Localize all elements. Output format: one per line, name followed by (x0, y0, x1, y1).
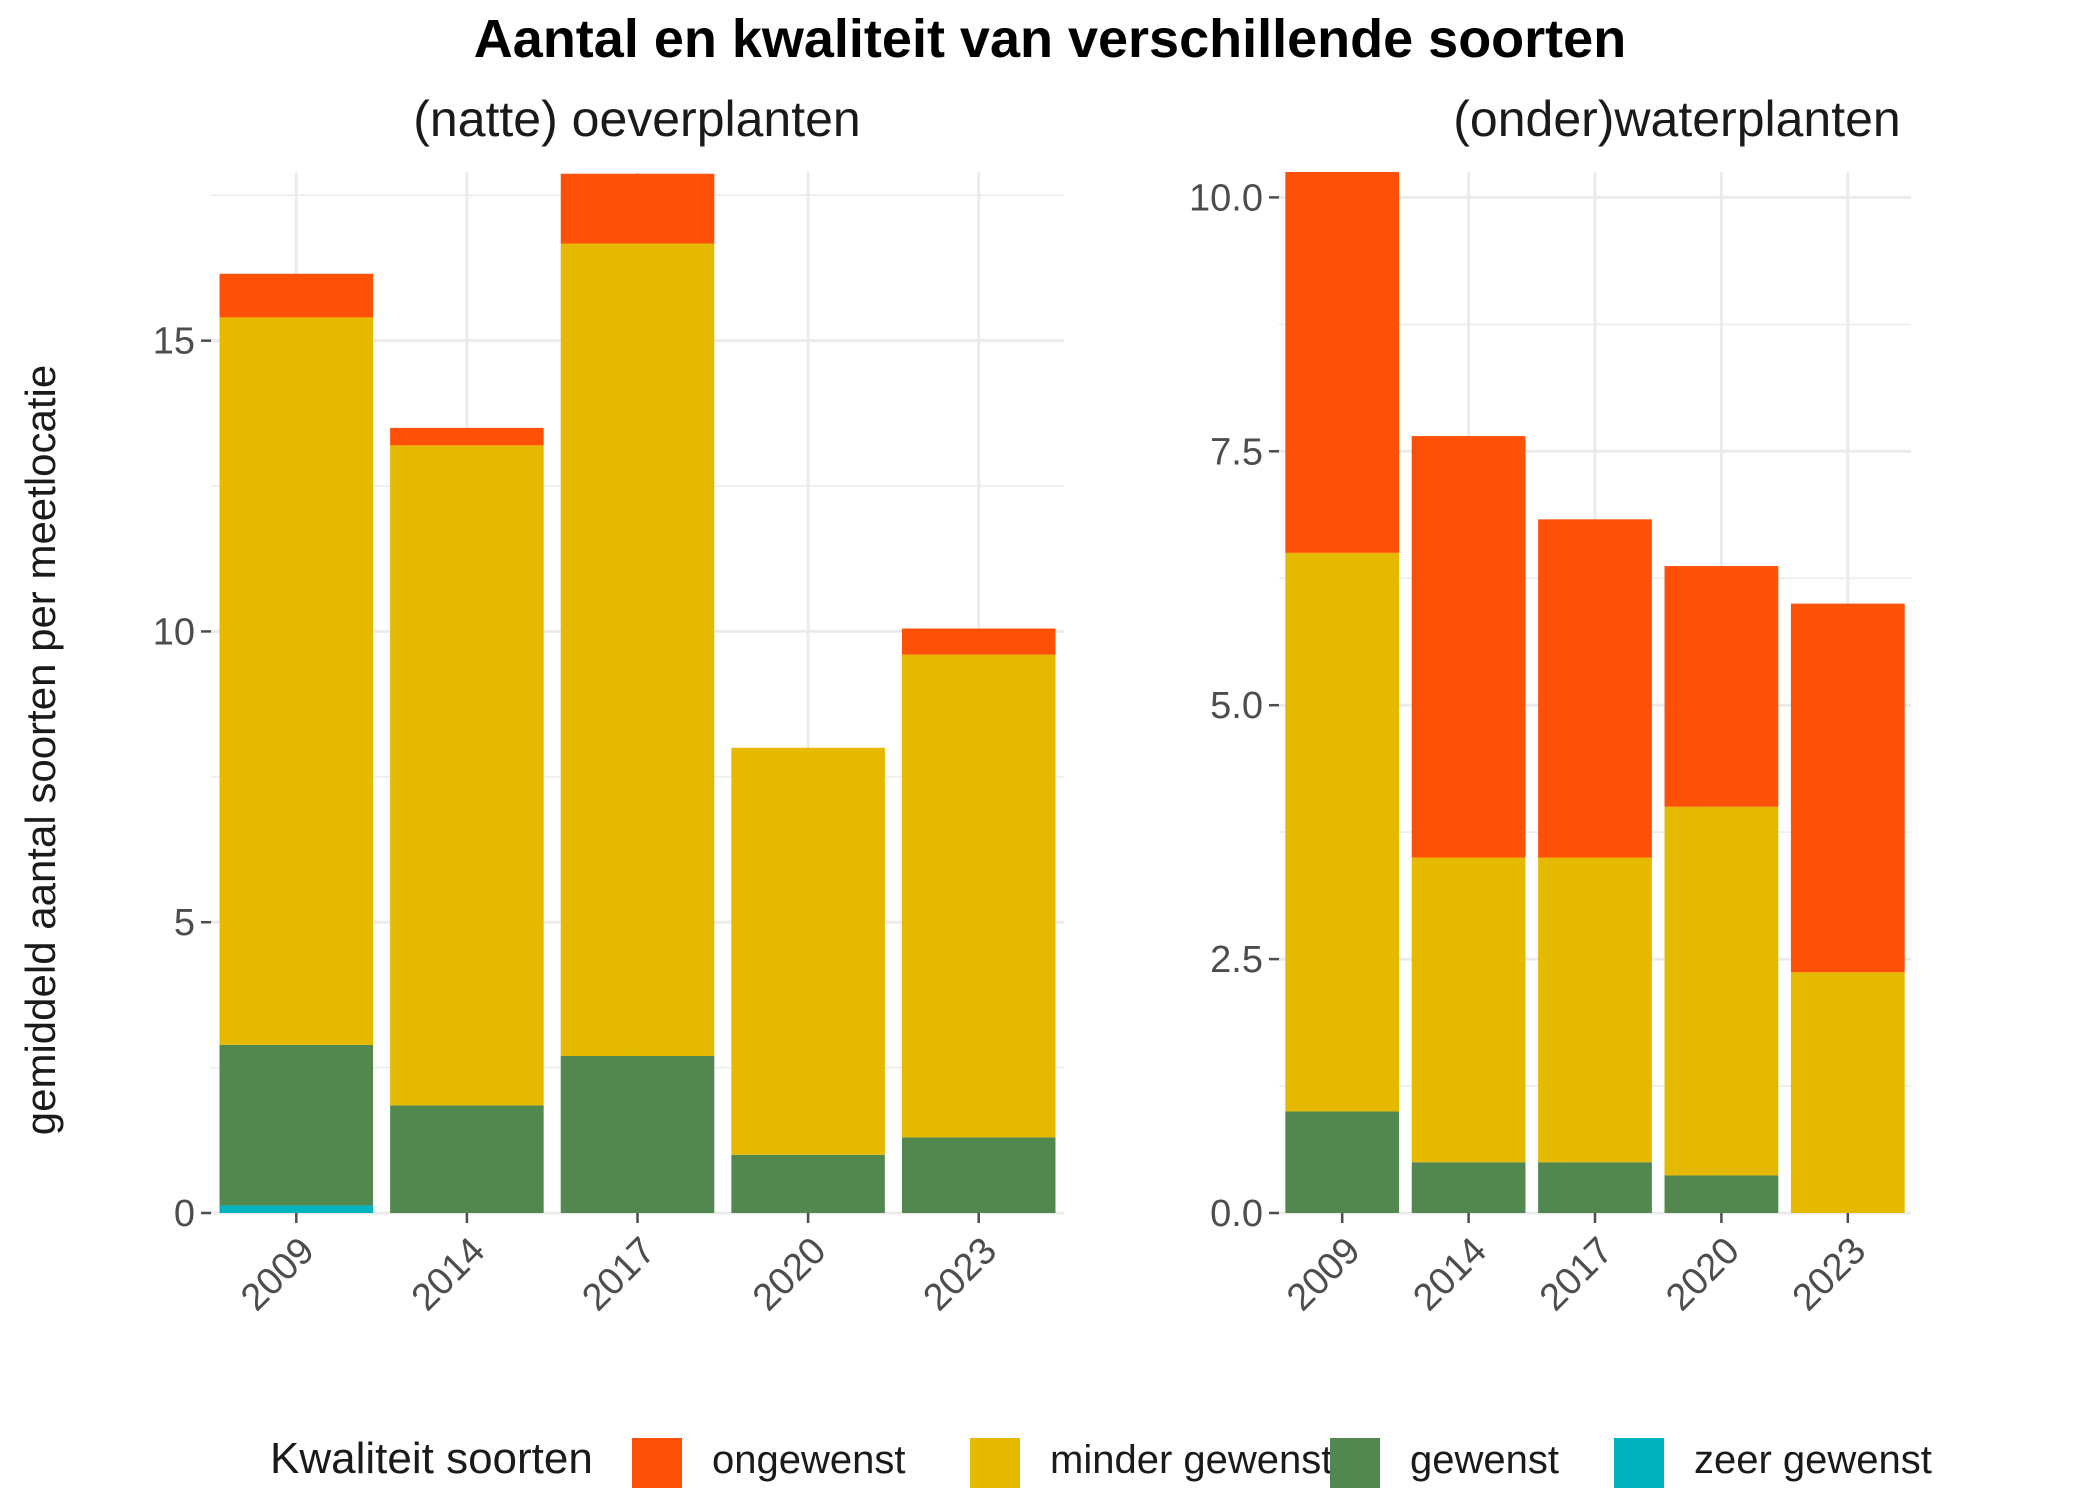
bar-minder-gewenst-2009 (1285, 552, 1400, 1112)
y-tick-label: 10 (153, 611, 195, 653)
legend-swatch-zeer-gewenst (1614, 1438, 1664, 1488)
legend-swatch-minder-gewenst (970, 1438, 1020, 1488)
x-tick-label: 2014 (1405, 1230, 1494, 1319)
bar-gewenst-2009 (219, 1044, 374, 1206)
bar-ongewenst-2014 (1411, 436, 1526, 858)
bar-gewenst-2017 (560, 1055, 715, 1213)
legend-label-ongewenst: ongewenst (712, 1438, 905, 1482)
y-tick-label: 5.0 (1210, 685, 1263, 727)
bar-ongewenst-2017 (1538, 519, 1652, 858)
bar-minder-gewenst-2023 (901, 654, 1056, 1138)
bar-ongewenst-2023 (1790, 603, 1905, 973)
facet-title: (natte) oeverplanten (413, 91, 861, 147)
legend-title: Kwaliteit soorten (270, 1434, 593, 1483)
bar-ongewenst-2023 (901, 628, 1056, 655)
bar-gewenst-2020 (731, 1154, 885, 1213)
chart-title: Aantal en kwaliteit van verschillende so… (473, 9, 1627, 69)
bar-minder-gewenst-2020 (731, 747, 885, 1155)
bar-gewenst-2023 (901, 1137, 1056, 1213)
x-tick-label: 2023 (1785, 1230, 1874, 1319)
y-tick-label: 0 (174, 1193, 195, 1235)
bar-minder-gewenst-2014 (390, 445, 544, 1106)
legend: Kwaliteit soorten ongewenst minder gewenst… (270, 1434, 1932, 1488)
facet-panel-2: (onder)waterplanten 0.0 2.5 5.0 7.5 10.0 2009 2… (1189, 91, 1911, 1319)
bar-gewenst-2014 (1411, 1162, 1526, 1213)
legend-label-minder-gewenst: minder gewenst (1050, 1438, 1332, 1482)
y-tick-label: 7.5 (1210, 431, 1263, 473)
bar-gewenst-2014 (390, 1105, 544, 1213)
y-tick-label: 15 (153, 321, 195, 363)
legend-swatch-ongewenst (632, 1438, 682, 1488)
bar-minder-gewenst-2020 (1664, 806, 1779, 1176)
bar-minder-gewenst-2017 (560, 243, 715, 1056)
bar-minder-gewenst-2017 (1538, 857, 1652, 1163)
bar-minder-gewenst-2009 (219, 317, 374, 1045)
x-tick-label: 2014 (404, 1230, 493, 1319)
bar-zeer-gewenst-2009 (219, 1205, 374, 1213)
bar-gewenst-2017 (1538, 1162, 1652, 1213)
bar-gewenst-2020 (1664, 1175, 1779, 1213)
facet-title: (onder)waterplanten (1453, 91, 1901, 147)
y-axis-title: gemiddeld aantal soorten per meetlocatie (17, 365, 64, 1135)
legend-label-zeer-gewenst: zeer gewenst (1694, 1438, 1932, 1482)
y-tick-label: 0.0 (1210, 1193, 1263, 1235)
x-tick-label: 2023 (916, 1230, 1005, 1319)
x-tick-label: 2009 (1279, 1230, 1368, 1319)
facet-panel-1: (natte) oeverplanten 0 5 10 15 2009 2014 2017 20… (153, 91, 1064, 1319)
bar-minder-gewenst-2014 (1411, 857, 1526, 1163)
x-tick-label: 2017 (1532, 1230, 1621, 1319)
bar-ongewenst-2020 (1664, 566, 1779, 807)
y-tick-label: 5 (174, 902, 195, 944)
facet-panels: (natte) oeverplanten 0 5 10 15 2009 2014 2017 20… (153, 91, 1911, 1319)
x-tick-label: 2020 (745, 1230, 834, 1319)
legend-swatch-gewenst (1330, 1438, 1380, 1488)
x-tick-label: 2009 (233, 1230, 322, 1319)
bar-ongewenst-2009 (219, 273, 374, 318)
x-tick-label: 2017 (574, 1230, 663, 1319)
bar-ongewenst-2017 (560, 173, 715, 244)
bar-minder-gewenst-2023 (1790, 972, 1905, 1213)
y-tick-label: 10.0 (1189, 177, 1263, 219)
bar-ongewenst-2014 (390, 427, 544, 446)
bar-gewenst-2009 (1285, 1111, 1400, 1213)
bar-ongewenst-2009 (1285, 172, 1400, 553)
y-tick-label: 2.5 (1210, 939, 1263, 981)
x-tick-label: 2020 (1658, 1230, 1747, 1319)
legend-label-gewenst: gewenst (1410, 1438, 1559, 1482)
